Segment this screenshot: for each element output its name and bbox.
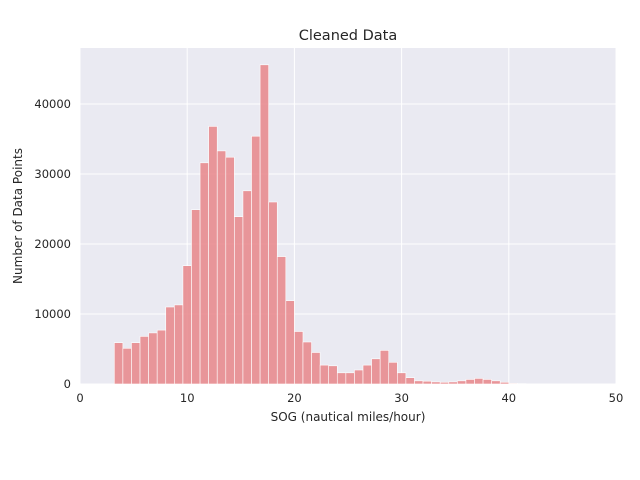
histogram-bar (397, 372, 407, 385)
histogram-bar (199, 162, 209, 385)
x-tick-label: 50 (609, 391, 624, 405)
histogram-bar (379, 350, 390, 385)
y-tick-label: 20000 (34, 237, 71, 251)
chart-title: Cleaned Data (299, 28, 398, 44)
y-tick-label: 0 (64, 377, 71, 391)
histogram-bar (234, 216, 244, 385)
y-tick-labels: 0 10000 20000 30000 40000 (34, 97, 71, 391)
histogram-bar (508, 382, 518, 385)
x-tick-label: 30 (394, 391, 409, 405)
histogram-bar (448, 381, 458, 385)
histogram-bar (114, 342, 124, 385)
x-tick-label: 20 (287, 391, 302, 405)
histogram-bar (139, 336, 149, 385)
x-tick-label: 0 (76, 391, 83, 405)
histogram-bar (431, 381, 441, 385)
histogram-bar (354, 369, 364, 385)
x-axis-label: SOG (nautical miles/hour) (271, 410, 426, 424)
histogram-bar (165, 306, 175, 385)
y-axis-label: Number of Data Points (11, 148, 25, 284)
histogram-bar (405, 377, 415, 385)
histogram-bar (422, 380, 432, 385)
histogram-bar (251, 135, 261, 385)
histogram-bar (457, 380, 467, 385)
histogram-bar (311, 352, 321, 385)
histogram-bar (182, 265, 192, 385)
y-tick-label: 10000 (34, 307, 71, 321)
histogram-bar (122, 347, 132, 385)
histogram-bar (345, 372, 355, 385)
histogram-bar (414, 380, 424, 385)
histogram-bar (439, 381, 450, 385)
y-tick-label: 40000 (34, 97, 71, 111)
histogram-bar (499, 381, 510, 385)
histogram-bars (114, 64, 527, 385)
histogram-bar (225, 156, 235, 385)
histogram-bar (208, 126, 218, 385)
histogram-bar (294, 331, 304, 385)
histogram-bar (328, 365, 338, 385)
histogram-bar (319, 364, 330, 385)
histogram-bar (131, 342, 141, 385)
histogram-bar (465, 379, 475, 385)
histogram-bar (482, 379, 492, 385)
histogram-bar (285, 300, 295, 385)
histogram-bar (362, 364, 372, 385)
histogram-bar (276, 256, 287, 385)
histogram-bar (156, 329, 167, 385)
histogram-bar (474, 378, 484, 385)
histogram-bar (174, 304, 184, 385)
histogram-bar (302, 341, 312, 385)
histogram-bar (216, 150, 227, 385)
histogram-bar (191, 209, 201, 385)
x-tick-label: 10 (180, 391, 195, 405)
histogram-bar (371, 358, 381, 385)
histogram-bar (259, 64, 269, 385)
histogram-bar (148, 332, 158, 385)
histogram-bar (491, 380, 501, 385)
x-tick-label: 40 (501, 391, 516, 405)
histogram-bar (242, 190, 252, 385)
histogram-bar (388, 361, 398, 385)
histogram-bar (268, 201, 278, 385)
histogram-bar (336, 372, 347, 385)
y-tick-label: 30000 (34, 167, 71, 181)
x-tick-labels: 0 10 20 30 40 50 (76, 391, 623, 405)
